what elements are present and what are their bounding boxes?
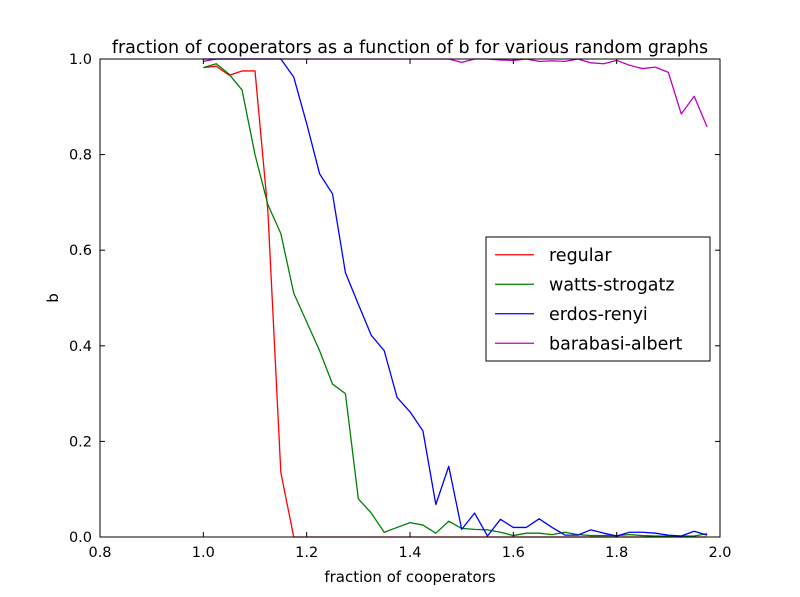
legend-label-barabasi-albert: barabasi-albert bbox=[549, 334, 683, 354]
x-tick-label: 2.0 bbox=[708, 545, 731, 561]
y-tick-label: 0.6 bbox=[69, 243, 92, 259]
y-tick-label: 0.2 bbox=[69, 434, 92, 450]
x-tick-label: 1.2 bbox=[295, 545, 318, 561]
series-line-watts-strogatz bbox=[203, 63, 708, 537]
legend-label-regular: regular bbox=[549, 246, 612, 266]
axis-ticks: 0.8 1.0 1.2 1.4 1.6 1.8 2.0 0.0 0.2 0.4 0.6 0.8 1.0 bbox=[69, 52, 732, 561]
y-tick-label: 0.4 bbox=[69, 339, 92, 355]
x-tick-label: 1.8 bbox=[605, 545, 628, 561]
legend-box bbox=[485, 236, 711, 362]
y-axis-label: b bbox=[44, 293, 62, 303]
x-axis-label: fraction of cooperators bbox=[324, 568, 496, 586]
legend: regular watts-strogatz erdos-renyi barabasi… bbox=[485, 236, 711, 362]
series-line-erdos-renyi bbox=[203, 58, 708, 537]
legend-label-watts-strogatz: watts-strogatz bbox=[549, 275, 675, 295]
chart-title: fraction of cooperators as a function of… bbox=[112, 38, 708, 58]
legend-label-erdos-renyi: erdos-renyi bbox=[549, 305, 648, 325]
x-tick-label: 1.0 bbox=[192, 545, 215, 561]
x-tick-label: 0.8 bbox=[88, 545, 111, 561]
x-tick-label: 1.6 bbox=[502, 545, 525, 561]
y-tick-label: 0.8 bbox=[69, 148, 92, 164]
x-tick-label: 1.4 bbox=[398, 545, 421, 561]
y-tick-label: 1.0 bbox=[69, 52, 92, 68]
y-tick-label: 0.0 bbox=[69, 530, 92, 546]
